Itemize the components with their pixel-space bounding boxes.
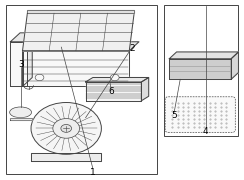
Circle shape xyxy=(35,74,44,81)
Polygon shape xyxy=(22,42,139,51)
Polygon shape xyxy=(86,82,142,101)
Circle shape xyxy=(61,125,71,132)
Polygon shape xyxy=(22,42,32,86)
Bar xyxy=(6,5,157,174)
Polygon shape xyxy=(231,52,238,79)
Polygon shape xyxy=(22,13,134,51)
Polygon shape xyxy=(169,59,231,79)
Polygon shape xyxy=(169,52,238,59)
Ellipse shape xyxy=(10,107,31,118)
Text: 1: 1 xyxy=(90,168,96,177)
Polygon shape xyxy=(86,78,149,82)
Text: 6: 6 xyxy=(108,87,114,96)
Bar xyxy=(164,5,238,136)
Text: 3: 3 xyxy=(19,60,24,69)
Circle shape xyxy=(110,74,119,81)
Polygon shape xyxy=(22,51,129,86)
Text: 5: 5 xyxy=(171,111,177,120)
Circle shape xyxy=(31,102,101,154)
Polygon shape xyxy=(10,118,31,120)
Polygon shape xyxy=(10,33,37,42)
FancyBboxPatch shape xyxy=(165,97,235,132)
Polygon shape xyxy=(10,42,27,86)
Polygon shape xyxy=(142,78,149,101)
Text: 4: 4 xyxy=(203,127,209,136)
Text: 2: 2 xyxy=(129,44,134,53)
Circle shape xyxy=(53,119,80,138)
Polygon shape xyxy=(31,152,101,161)
Polygon shape xyxy=(27,10,134,13)
